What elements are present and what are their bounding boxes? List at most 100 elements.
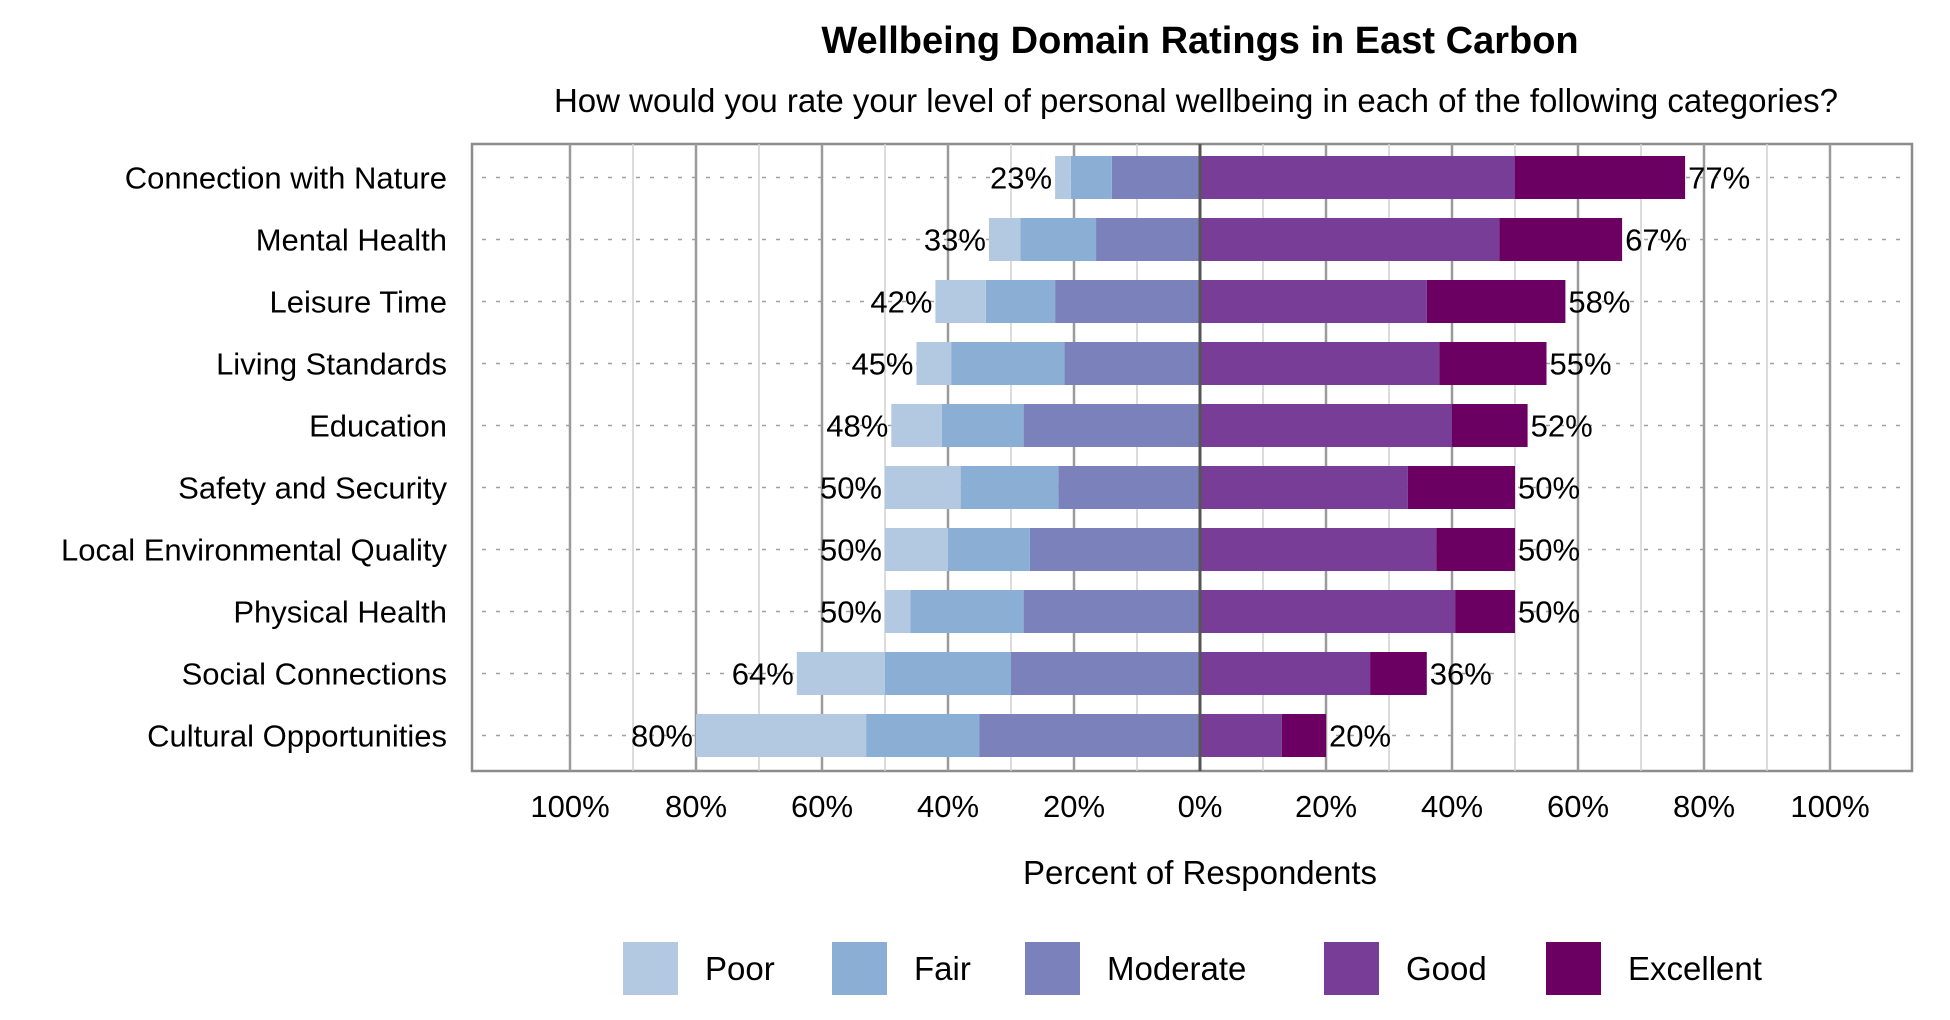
bar-poor [796,652,885,695]
legend-swatch-excellent [1546,942,1601,995]
positive-total-label: 20% [1329,719,1391,754]
negative-total-label: 50% [820,595,882,630]
negative-total-label: 33% [924,223,986,258]
category-label: Safety and Security [178,471,447,506]
bar-moderate [1064,342,1200,385]
bar-good [1200,280,1427,323]
bar-good [1200,528,1437,571]
x-tick-label: 20% [1295,789,1357,824]
bar-excellent [1439,342,1547,385]
bar-poor [988,218,1021,261]
category-label: Connection with Nature [125,161,447,196]
bar-poor [696,714,867,757]
negative-total-label: 80% [631,719,693,754]
negative-total-label: 45% [851,347,913,382]
bar-moderate [1023,590,1200,633]
bar-excellent [1281,714,1326,757]
bar-poor [891,404,942,447]
bar-poor [935,280,986,323]
legend-swatch-poor [623,942,678,995]
x-tick-label: 100% [530,789,609,824]
legend-label: Moderate [1107,950,1246,987]
category-label: Local Environmental Quality [61,533,447,568]
legend-label: Poor [705,950,775,987]
bar-excellent [1499,218,1623,261]
bar-fair [951,342,1065,385]
legend-label: Fair [914,950,971,987]
bar-excellent [1452,404,1528,447]
bar-good [1200,342,1440,385]
bar-good [1200,156,1515,199]
bar-moderate [1011,652,1200,695]
positive-total-label: 52% [1531,409,1593,444]
bar-fair [910,590,1024,633]
negative-total-label: 23% [990,161,1052,196]
category-label: Education [309,409,447,444]
bar-fair [941,404,1024,447]
bar-good [1200,218,1500,261]
bar-excellent [1407,466,1515,509]
bar-moderate [1023,404,1200,447]
bar-excellent [1436,528,1515,571]
x-tick-label: 100% [1790,789,1869,824]
bar-poor [885,466,961,509]
legend-label: Good [1406,950,1487,987]
plot-area: Connection with Nature 23% 77% Mental Healt… [61,142,1914,824]
bar-good [1200,404,1452,447]
negative-total-label: 50% [820,533,882,568]
bar-fair [866,714,980,757]
x-tick-label: 60% [791,789,853,824]
bar-poor [1055,156,1071,199]
bar-moderate [1096,218,1200,261]
bar-moderate [979,714,1200,757]
category-label: Mental Health [256,223,447,258]
category-label: Social Connections [182,657,447,692]
bar-good [1200,714,1282,757]
bar-excellent [1426,280,1566,323]
bar-poor [916,342,952,385]
bar-excellent [1455,590,1515,633]
positive-total-label: 67% [1625,223,1687,258]
legend-label: Excellent [1628,950,1762,987]
positive-total-label: 50% [1518,471,1580,506]
bar-good [1200,590,1456,633]
x-tick-label: 40% [1421,789,1483,824]
bar-fair [960,466,1059,509]
x-tick-label: 80% [665,789,727,824]
category-label: Cultural Opportunities [147,719,447,754]
bar-poor [885,590,911,633]
bar-moderate [1111,156,1200,199]
bar-good [1200,466,1408,509]
negative-total-label: 48% [826,409,888,444]
negative-total-label: 50% [820,471,882,506]
x-tick-label: 20% [1043,789,1105,824]
x-axis-label: Percent of Respondents [1023,854,1377,891]
legend-swatch-moderate [1025,942,1080,995]
positive-total-label: 50% [1518,595,1580,630]
legend-swatch-good [1324,942,1379,995]
legend-swatch-fair [832,942,887,995]
bar-excellent [1515,156,1686,199]
bar-fair [948,528,1030,571]
positive-total-label: 77% [1688,161,1750,196]
x-tick-label: 60% [1547,789,1609,824]
bar-moderate [1058,466,1200,509]
chart-subtitle: How would you rate your level of persona… [554,82,1838,119]
x-tick-label: 80% [1673,789,1735,824]
category-label: Physical Health [233,595,447,630]
bar-fair [985,280,1056,323]
positive-total-label: 50% [1518,533,1580,568]
bar-fair [1070,156,1112,199]
positive-total-label: 55% [1550,347,1612,382]
negative-total-label: 64% [732,657,794,692]
x-tick-label: 0% [1178,789,1223,824]
bar-fair [885,652,1011,695]
bar-poor [885,528,948,571]
legend: Poor Fair Moderate Good Excellent [623,942,1762,995]
x-tick-label: 40% [917,789,979,824]
bar-moderate [1055,280,1200,323]
chart-title: Wellbeing Domain Ratings in East Carbon [821,20,1578,62]
bar-excellent [1370,652,1427,695]
positive-total-label: 36% [1430,657,1492,692]
